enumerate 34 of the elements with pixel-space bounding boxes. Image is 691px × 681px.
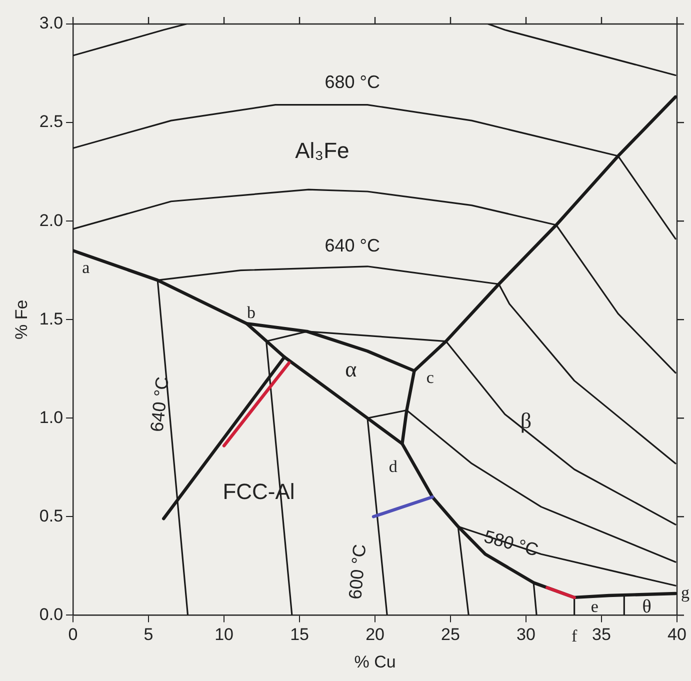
x-tick-label: 20 xyxy=(366,625,384,644)
x-tick-label: 5 xyxy=(144,625,154,644)
annotation: Al₃Fe xyxy=(295,138,350,164)
annotation: β xyxy=(520,408,532,433)
annotation: 600 °C xyxy=(345,543,370,600)
x-tick-label: 15 xyxy=(290,625,309,644)
annotation: c xyxy=(426,368,434,388)
annotation: α xyxy=(345,356,358,382)
x-tick-label: 40 xyxy=(668,625,686,644)
x-tick-label: 35 xyxy=(592,625,611,644)
annotation: 640 °C xyxy=(324,236,380,256)
y-tick-label: 3.0 xyxy=(39,14,64,33)
x-tick-label: 25 xyxy=(441,625,460,644)
annotation: 580 °C xyxy=(482,526,540,560)
text: f xyxy=(571,626,578,646)
x-tick-label: 30 xyxy=(516,625,536,644)
y-tick-label: 1.5 xyxy=(39,309,64,328)
x-tick-label: 0 xyxy=(68,625,78,644)
y-tick-label: 0.5 xyxy=(39,506,64,526)
annotation: a xyxy=(82,258,90,277)
y-tick-label: 2.0 xyxy=(39,210,64,230)
annotation: 680 °C xyxy=(324,72,380,92)
annotation: θ xyxy=(642,596,652,618)
x-tick-label: 10 xyxy=(214,625,234,644)
y-tick-label: 0.0 xyxy=(39,604,64,624)
annotation: e xyxy=(590,596,598,616)
annotation: d xyxy=(388,456,398,476)
annotation: b xyxy=(246,303,256,322)
text: g xyxy=(681,582,690,602)
y-axis-title: % Fe xyxy=(12,300,31,340)
y-tick-label: 2.5 xyxy=(39,112,64,132)
x-axis-title: % Cu xyxy=(354,652,396,672)
annotation: 640 °C xyxy=(146,376,172,433)
y-tick-label: 1.0 xyxy=(39,408,64,427)
